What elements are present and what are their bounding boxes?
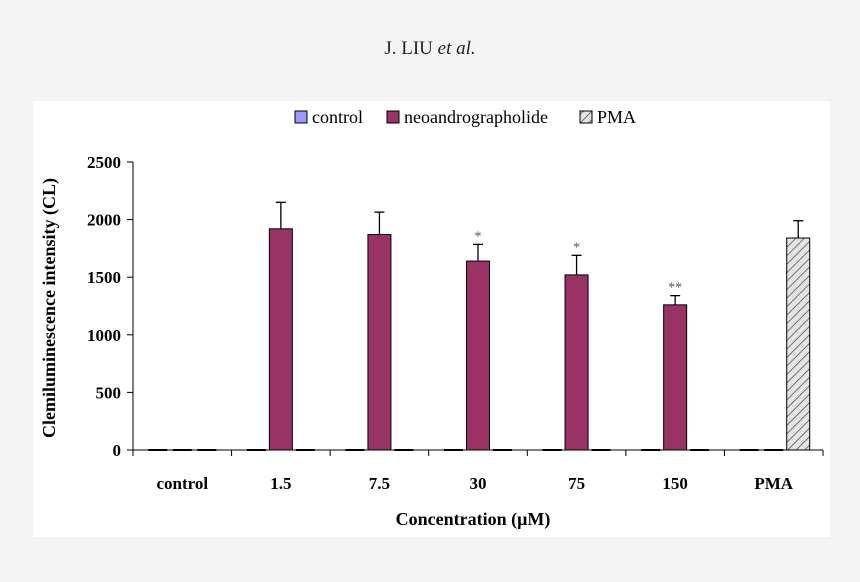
legend-label-neoandrographolide: neoandrographolide (404, 107, 548, 127)
bar-neoandrographolide-150 (663, 304, 688, 451)
bar-neoandrographolide-75 (564, 274, 589, 451)
legend-swatch-pma (579, 110, 593, 124)
y-tick-label: 1500 (87, 268, 121, 287)
bar-pma-pma (786, 237, 811, 451)
x-tick-label-1-5: 1.5 (270, 474, 291, 493)
y-axis-title: Clemiluminescence intensity (CL) (39, 178, 60, 438)
x-tick-label-7-5: 7.5 (369, 474, 390, 493)
annotation-75: * (573, 240, 580, 255)
bar-neoandrographolide-7-5 (367, 234, 392, 451)
y-tick-label: 0 (113, 441, 122, 460)
bar-neoandrographolide-30 (466, 260, 490, 451)
annotation-150: ** (668, 281, 682, 296)
chart-panel: 0 500 1000 1500 2000 2500 control 1.5 7.5 30 75 150… (33, 101, 830, 537)
page-header: J. LIU et al. (0, 38, 860, 60)
y-tick-label: 1000 (87, 326, 121, 345)
bar-neoandrographolide-1-5 (268, 228, 293, 451)
x-axis-title: Concentration (μM) (396, 509, 551, 530)
y-tick-label: 2000 (87, 211, 121, 230)
annotation-30: * (475, 229, 482, 244)
y-tick-label: 2500 (87, 153, 121, 172)
header-author: J. LIU (384, 38, 438, 59)
x-tick-label-75: 75 (568, 474, 585, 493)
legend-label-pma: PMA (597, 107, 636, 127)
y-tick-label: 500 (96, 383, 122, 402)
legend-swatch-neoandrographolide (386, 110, 400, 124)
x-tick-label-control: control (156, 474, 208, 493)
x-tick-label-30: 30 (470, 474, 487, 493)
legend-swatch-control (294, 110, 308, 124)
x-tick-label-pma: PMA (754, 474, 793, 493)
legend-label-control: control (312, 107, 363, 127)
header-etal: et al. (437, 38, 476, 59)
x-tick-label-150: 150 (662, 474, 688, 493)
bar-chart: 0 500 1000 1500 2000 2500 control 1.5 7.5 30 75 150… (39, 107, 824, 530)
